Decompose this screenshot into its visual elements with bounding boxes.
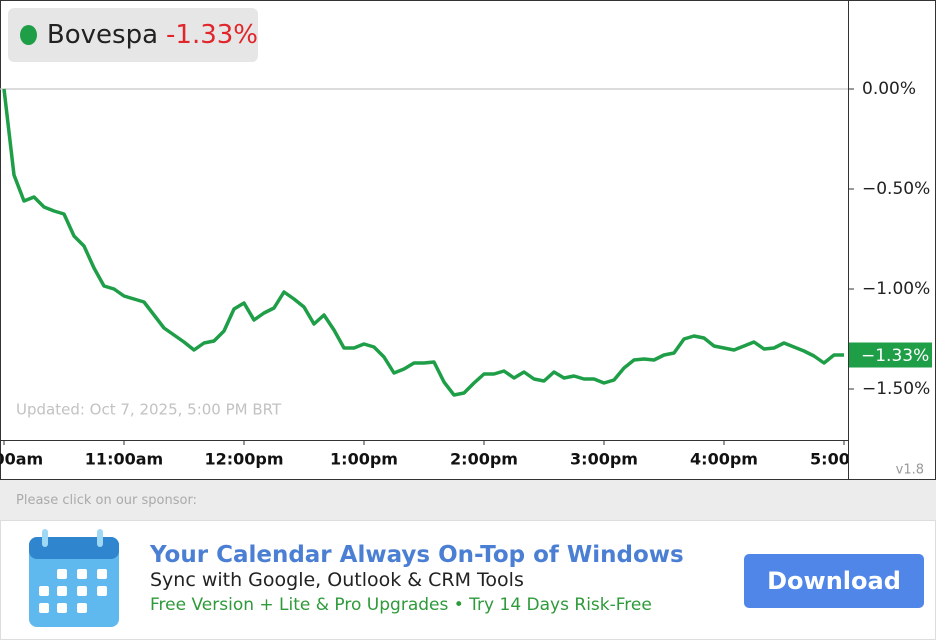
x-tick-label: 10:00am bbox=[0, 450, 43, 469]
plot-area: 10:00am 11:00am 12:00pm 1:00pm 2:00pm 3:00pm 4… bbox=[0, 88, 878, 469]
y-tick-label: −1.50% bbox=[862, 379, 930, 399]
calendar-icon bbox=[29, 529, 119, 627]
y-tick-label: −0.50% bbox=[862, 179, 930, 199]
status-dot bbox=[20, 25, 37, 45]
ad-title[interactable]: Your Calendar Always On-Top of Windows bbox=[150, 542, 684, 568]
x-tick-label: 11:00am bbox=[85, 450, 163, 469]
x-tick-label: 4:00pm bbox=[690, 450, 758, 469]
ad[interactable]: Your Calendar Always On-Top of Windows S… bbox=[0, 520, 936, 640]
y-tick-label: −1.00% bbox=[862, 279, 930, 299]
version: v1.8 bbox=[896, 463, 924, 478]
x-tick-label: 1:00pm bbox=[330, 450, 398, 469]
current-value-box bbox=[849, 342, 932, 368]
download-button[interactable]: Download bbox=[744, 554, 924, 608]
sponsor-band bbox=[0, 480, 936, 520]
chart: 10:00am 11:00am 12:00pm 1:00pm 2:00pm 3:00pm 4… bbox=[0, 0, 936, 480]
x-tick-label: 3:00pm bbox=[570, 450, 638, 469]
updated-note: Updated: Oct 7, 2025, 5:00 PM BRT bbox=[16, 401, 282, 419]
badge: Bovespa -1.33% bbox=[8, 8, 258, 62]
sponsor-prompt: Please click on our sponsor: bbox=[16, 493, 197, 508]
index-name: Bovespa bbox=[46, 20, 159, 50]
change-label: -1.33% bbox=[166, 20, 258, 50]
price-line bbox=[2, 88, 844, 397]
y-tick-label: 0.00% bbox=[862, 79, 916, 99]
x-tick-label: 12:00pm bbox=[204, 450, 283, 469]
x-tick-label: 2:00pm bbox=[450, 450, 518, 469]
x-tick-label: 5:00pm bbox=[810, 450, 878, 469]
ad-tagline: Free Version + Lite & Pro Upgrades • Try… bbox=[150, 595, 652, 615]
current-value-label: −1.33% bbox=[861, 346, 929, 366]
ad-subtitle: Sync with Google, Outlook & CRM Tools bbox=[150, 569, 524, 591]
